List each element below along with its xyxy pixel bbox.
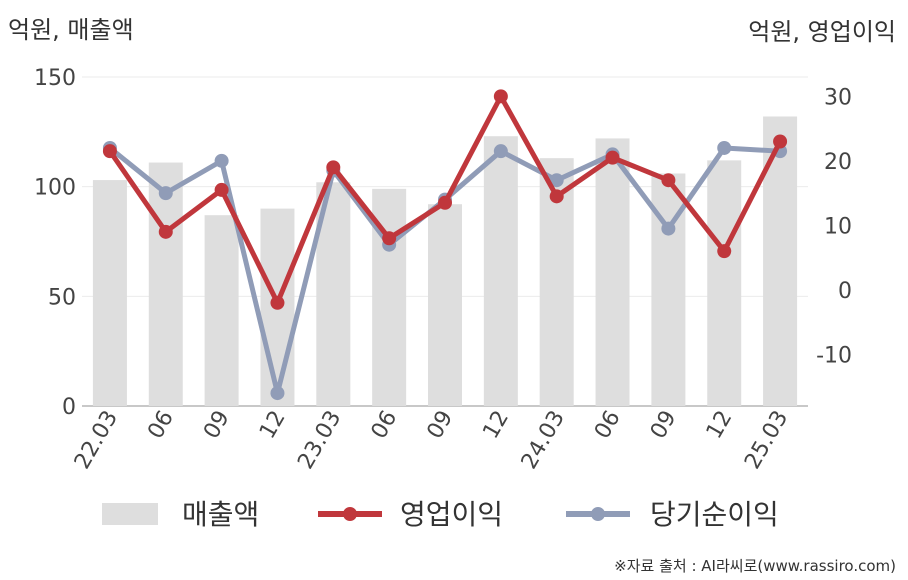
data-point	[438, 195, 452, 210]
data-point	[158, 224, 173, 239]
data-point	[549, 189, 564, 204]
x-tick-label: 12	[255, 407, 291, 444]
legend-marker	[591, 507, 605, 521]
data-point	[661, 221, 676, 236]
legend-label: 당기순이익	[650, 498, 779, 531]
left-tick-label: 150	[34, 66, 76, 91]
data-point	[661, 173, 676, 188]
data-point	[717, 244, 732, 259]
data-point	[270, 386, 285, 401]
left-tick-labels: 0 50 100 150	[34, 66, 76, 420]
left-tick-label: 50	[48, 285, 76, 310]
x-tick-labels: 22.03 06 09 12 23.03 06 09 12 24.03 06 09 12 25.03	[70, 407, 793, 474]
x-tick-label: 09	[423, 407, 459, 444]
bar	[707, 160, 742, 406]
data-point	[214, 182, 229, 197]
data-point	[214, 153, 229, 168]
x-tick-label: 24.03	[517, 407, 570, 474]
right-tick-label: 0	[838, 279, 852, 304]
data-point	[493, 144, 508, 159]
legend-marker	[343, 507, 357, 521]
right-tick-label: -10	[816, 343, 852, 368]
x-tick-label: 09	[199, 407, 235, 444]
x-tick-label: 06	[590, 407, 626, 444]
data-point	[326, 160, 341, 175]
bar	[595, 138, 630, 406]
x-tick-label: 12	[478, 407, 514, 444]
legend-label: 매출액	[182, 498, 259, 531]
left-tick-label: 0	[62, 395, 76, 420]
line-series	[102, 89, 788, 401]
data-point	[382, 231, 397, 246]
x-tick-label: 22.03	[70, 407, 123, 474]
x-tick-label: 23.03	[293, 407, 346, 474]
source-note: ※자료 출처 : AI라씨로(www.rassiro.com)	[614, 557, 896, 575]
bar	[428, 204, 462, 406]
data-point	[158, 186, 173, 201]
data-point	[270, 295, 285, 310]
right-tick-label: 20	[824, 150, 852, 175]
right-axis-label: 억원, 영업이익	[748, 18, 896, 46]
bar	[483, 136, 518, 406]
bar	[204, 215, 239, 406]
legend-swatch	[102, 503, 158, 525]
left-axis-label: 억원, 매출액	[8, 16, 134, 44]
data-point	[493, 89, 508, 104]
right-tick-label: 10	[824, 214, 852, 239]
bar	[92, 180, 127, 406]
x-tick-label: 09	[646, 407, 682, 444]
legend-label: 영업이익	[400, 498, 503, 531]
data-point	[102, 144, 117, 159]
x-tick-label: 25.03	[740, 407, 793, 474]
data-point	[717, 140, 732, 155]
data-point	[773, 134, 788, 149]
x-tick-label: 06	[143, 407, 179, 444]
data-point	[549, 173, 564, 188]
left-tick-label: 100	[34, 176, 76, 201]
right-tick-labels: -10 0 10 20 30	[816, 85, 852, 368]
bar	[148, 162, 183, 406]
data-point	[605, 150, 620, 165]
bar-series	[92, 116, 798, 406]
x-tick-label: 12	[702, 407, 738, 444]
legend: 매출액 영업이익 당기순이익	[102, 498, 779, 531]
right-tick-label: 30	[824, 85, 852, 110]
x-tick-label: 06	[367, 407, 403, 444]
